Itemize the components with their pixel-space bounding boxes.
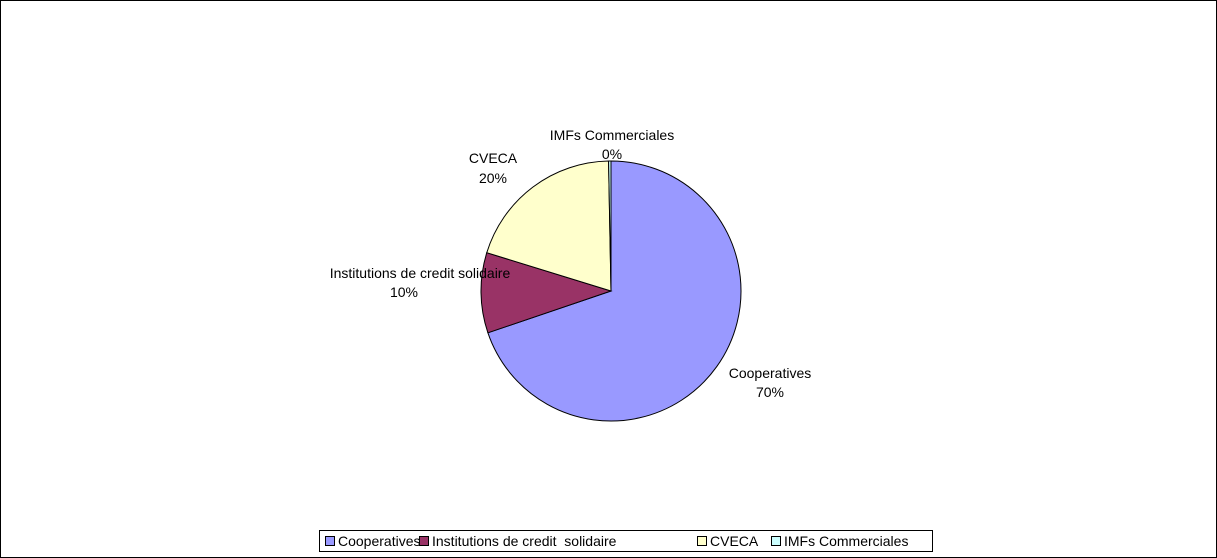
legend-item-cveca: CVECA [697, 533, 758, 549]
legend-item-cooperatives: Cooperatives [325, 533, 421, 549]
slice-pct-cooperatives: 70% [756, 384, 784, 400]
slice-label-institutions: Institutions de credit solidaire [330, 265, 511, 281]
pie-slice-institutions [480, 252, 613, 334]
slice-label-cveca: CVECA [469, 150, 518, 166]
pie-slices [480, 160, 742, 422]
slice-label-cooperatives: Cooperatives [729, 365, 812, 381]
legend-label-institutions: Institutions de credit solidaire [432, 533, 617, 549]
slice-pct-imfs: 0% [602, 146, 622, 162]
slice-pct-cveca: 20% [479, 170, 507, 186]
legend-swatch-imfs [771, 536, 781, 546]
chart-legend: Cooperatives Institutions de credit soli… [319, 530, 933, 552]
legend-swatch-cooperatives [325, 536, 335, 546]
legend-item-institutions: Institutions de credit solidaire [419, 533, 616, 549]
legend-label-cveca: CVECA [710, 533, 759, 549]
legend-swatch-cveca [697, 536, 707, 546]
legend-label-cooperatives: Cooperatives [338, 533, 421, 549]
slice-pct-institutions: 10% [390, 284, 418, 300]
legend-swatch-institutions [419, 536, 429, 546]
slice-label-imfs: IMFs Commerciales [550, 127, 674, 143]
pie-slice-cooperatives [487, 160, 742, 422]
legend-label-imfs: IMFs Commerciales [784, 533, 909, 549]
pie-slice-cveca [486, 160, 612, 292]
legend-item-imfs: IMFs Commerciales [771, 533, 908, 549]
pie-slice-imfs [608, 160, 612, 292]
